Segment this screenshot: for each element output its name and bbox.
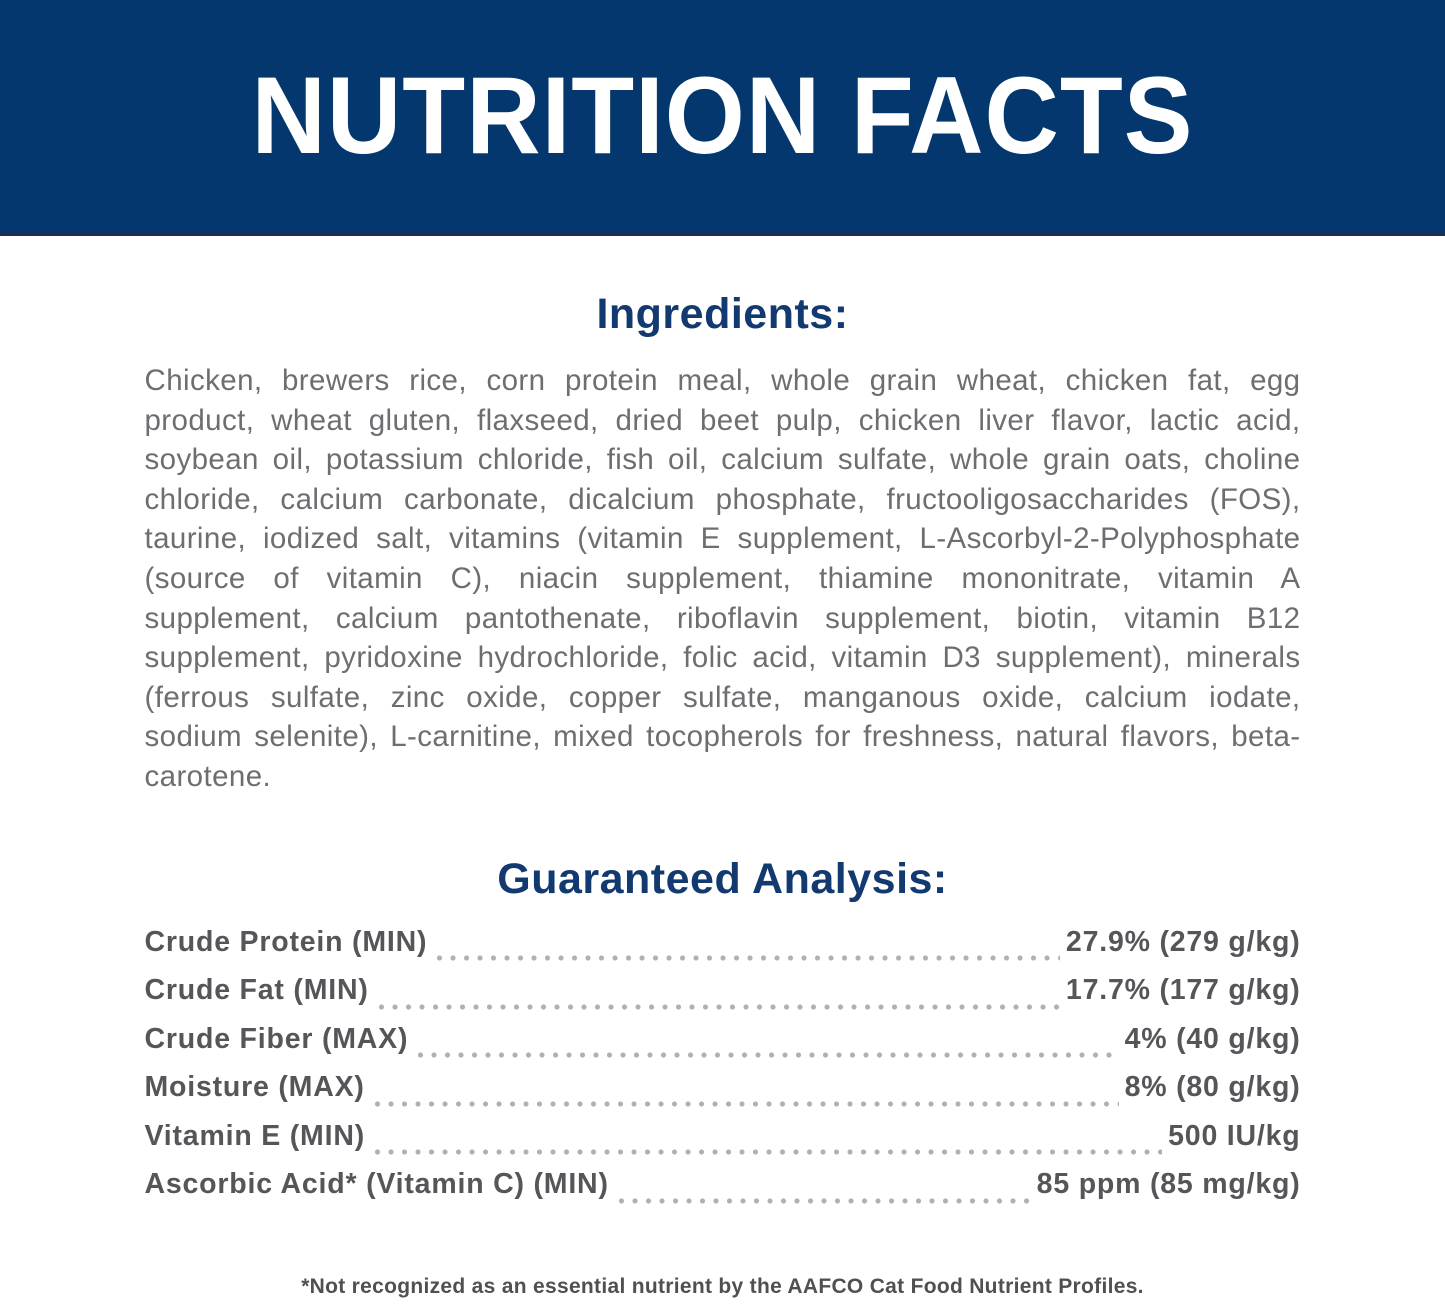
label-content: Ingredients: Chicken, brewers rice, corn… <box>145 290 1301 1299</box>
analysis-row-label: Crude Fat (MIN) <box>144 974 369 1007</box>
analysis-row: Crude Fat (MIN) 17.7% (177 g/kg) <box>145 974 1301 1023</box>
analysis-row: Moisture (MAX) 8% (80 g/kg) <box>145 1071 1301 1120</box>
analysis-row-value: 4% (40 g/kg) <box>1124 1022 1301 1055</box>
dotted-leader <box>618 1197 1031 1204</box>
ingredients-text: Chicken, brewers rice, corn protein meal… <box>144 364 1301 793</box>
analysis-row-value: 85 ppm (85 mg/kg) <box>1036 1168 1301 1201</box>
guaranteed-analysis-table: Crude Protein (MIN) 27.9% (279 g/kg) Cru… <box>145 926 1301 1217</box>
dotted-leader <box>375 1149 1163 1156</box>
analysis-row: Crude Fiber (MAX) 4% (40 g/kg) <box>145 1023 1301 1072</box>
analysis-row-label: Moisture (MAX) <box>144 1071 365 1104</box>
analysis-row-value: 27.9% (279 g/kg) <box>1065 925 1301 958</box>
analysis-row-value: 17.7% (177 g/kg) <box>1065 974 1301 1007</box>
analysis-row: Ascorbic Acid* (Vitamin C) (MIN) 85 ppm … <box>145 1168 1301 1217</box>
analysis-row-value: 500 IU/kg <box>1168 1119 1301 1152</box>
ingredients-heading: Ingredients: <box>596 290 849 338</box>
dotted-leader <box>374 1100 1119 1107</box>
analysis-row-label: Vitamin E (MIN) <box>144 1119 365 1152</box>
dotted-leader <box>437 955 1060 962</box>
analysis-row: Crude Protein (MIN) 27.9% (279 g/kg) <box>145 926 1301 975</box>
banner-title: NUTRITION FACTS <box>251 54 1194 177</box>
footnote: *Not recognized as an essential nutrient… <box>301 1274 1144 1298</box>
analysis-row-label: Ascorbic Acid* (Vitamin C) (MIN) <box>144 1168 609 1201</box>
guaranteed-analysis-heading: Guaranteed Analysis: <box>497 854 948 903</box>
analysis-row: Vitamin E (MIN) 500 IU/kg <box>145 1120 1301 1169</box>
analysis-row-label: Crude Protein (MIN) <box>144 925 428 958</box>
dotted-leader <box>418 1052 1119 1059</box>
dotted-leader <box>378 1003 1060 1010</box>
analysis-row-label: Crude Fiber (MAX) <box>144 1022 409 1055</box>
analysis-row-value: 8% (80 g/kg) <box>1124 1071 1301 1104</box>
nutrition-facts-banner: NUTRITION FACTS <box>0 0 1445 236</box>
